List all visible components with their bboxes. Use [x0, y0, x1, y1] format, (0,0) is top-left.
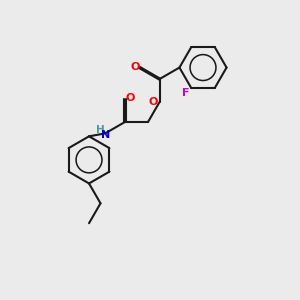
Text: F: F: [182, 88, 190, 98]
Text: N: N: [100, 130, 110, 140]
Text: O: O: [148, 97, 158, 107]
Text: H: H: [96, 125, 105, 135]
Text: O: O: [130, 62, 140, 72]
Text: O: O: [126, 93, 135, 103]
